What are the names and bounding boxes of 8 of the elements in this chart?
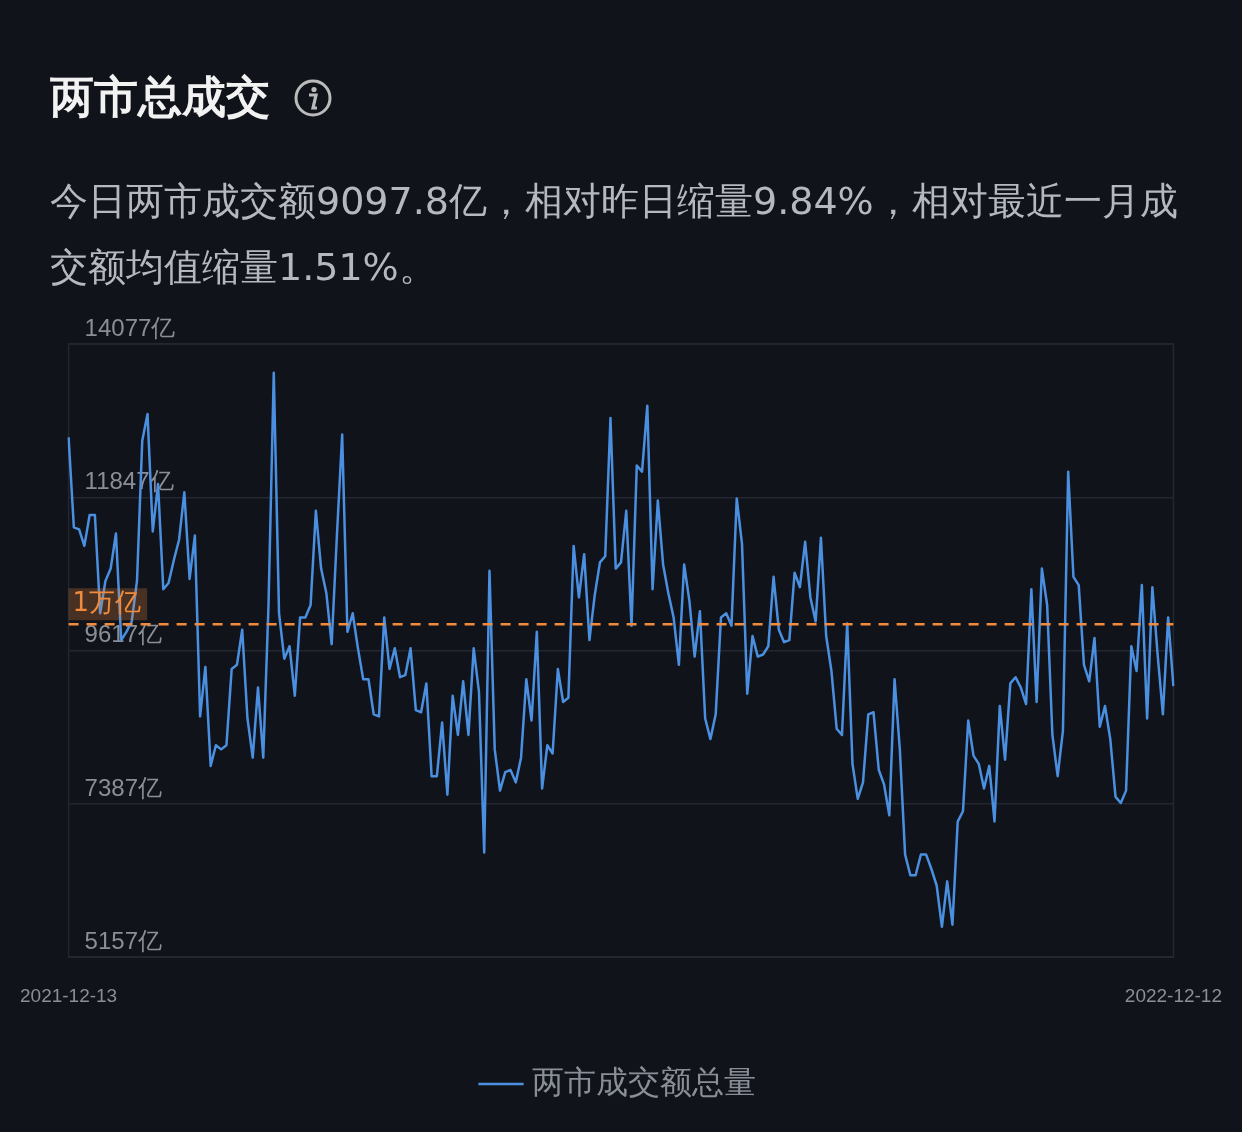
x-tick-label: 2021-12-13 (19, 984, 118, 1006)
y-tick-label: 14077亿 (84, 313, 176, 341)
legend-label: 两市成交额总量 (532, 1063, 756, 1100)
x-tick-label: 2022-12-12 (1124, 984, 1223, 1006)
chart-subtitle: 今日两市成交额9097.8亿，相对昨日缩量9.84%，相对最近一月成交额均值缩量1.51%。 (50, 178, 1179, 291)
chart-title: 两市总成交 (50, 70, 270, 124)
y-tick-label: 5157亿 (84, 926, 162, 954)
y-tick-label: 7387亿 (84, 773, 162, 801)
